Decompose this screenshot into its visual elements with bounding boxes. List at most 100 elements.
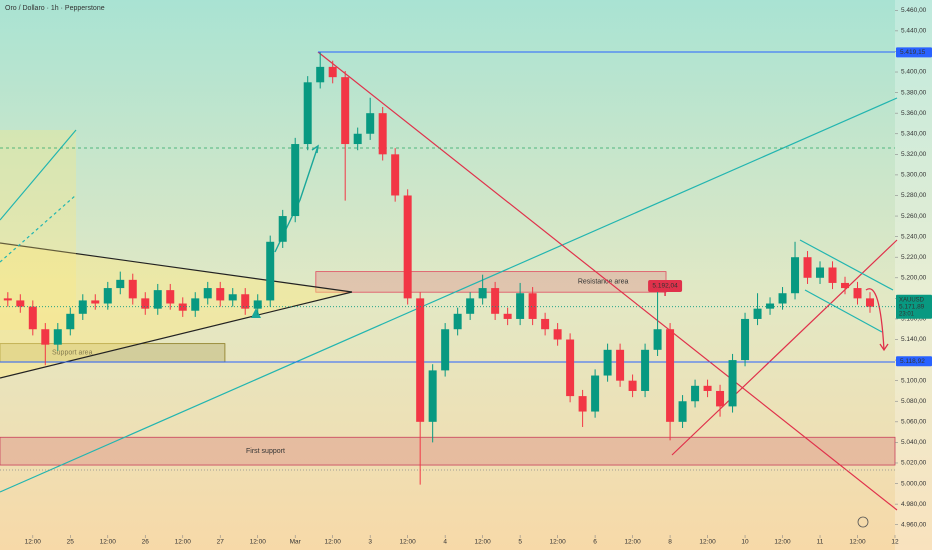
x-tick-label: 12:00 <box>325 539 342 546</box>
price-label-bg <box>896 294 932 319</box>
candle-body <box>253 300 262 309</box>
x-tick-label: 12:00 <box>774 539 791 546</box>
candle-body <box>178 303 187 311</box>
x-tick-label: 26 <box>142 539 150 546</box>
candle-body <box>516 293 525 319</box>
price-label-bg <box>896 47 932 58</box>
price-marker-label: 5.192,04 <box>652 283 678 290</box>
x-tick-label: 12:00 <box>475 539 492 546</box>
candle-body <box>28 306 37 330</box>
price-label: 5.118,92 <box>900 358 925 365</box>
candle-body <box>541 318 550 330</box>
candle-body <box>378 113 387 155</box>
candle-body <box>228 294 237 301</box>
candle-body <box>816 267 825 278</box>
candle-body <box>628 380 637 391</box>
y-tick-label: 5.200,00 <box>901 275 927 282</box>
candles <box>3 52 875 485</box>
trend-line <box>0 97 898 493</box>
candle-body <box>803 257 812 278</box>
zone-label: First support <box>246 448 285 455</box>
arrow <box>865 288 885 351</box>
y-tick-label: 4.960,00 <box>901 521 927 528</box>
channel-fill <box>0 130 76 330</box>
candle-body <box>203 288 212 299</box>
x-tick-label: 12:00 <box>849 539 866 546</box>
candle-body <box>16 300 25 307</box>
symbol-label: XAUUSD <box>899 297 925 303</box>
candle-body <box>716 390 725 407</box>
candle-body <box>116 279 125 289</box>
y-tick-label: 5.140,00 <box>901 336 927 343</box>
y-tick-label: 5.440,00 <box>901 28 927 35</box>
marker-arrow <box>251 308 261 318</box>
candle-body <box>653 329 662 350</box>
candle-body <box>641 349 650 391</box>
chart-title: Oro / Dollaro · 1h · Pepperstone <box>5 5 105 12</box>
candle-body <box>41 329 50 345</box>
candle-body <box>478 288 487 299</box>
candle-body <box>791 257 800 294</box>
candle-body <box>291 144 300 217</box>
candle-body <box>678 401 687 422</box>
y-tick-label: 5.400,00 <box>901 69 927 76</box>
triangle-top <box>0 242 353 293</box>
candle-body <box>91 300 100 304</box>
triangle-fill <box>0 243 352 378</box>
y-tick-label: 5.300,00 <box>901 172 927 179</box>
candle-body <box>153 290 162 309</box>
price-axis-bg <box>895 0 932 550</box>
x-tick-label: 12:00 <box>100 539 117 546</box>
candle-body <box>703 385 712 391</box>
x-tick-label: 12:00 <box>25 539 42 546</box>
trend-line <box>317 51 898 511</box>
x-tick-label: 8 <box>668 539 672 546</box>
x-tick-label: 12:00 <box>699 539 716 546</box>
zone-label: Support area <box>52 350 93 357</box>
candle-body <box>141 298 150 309</box>
x-tick-label: 5 <box>518 539 522 546</box>
candle-body <box>3 298 12 301</box>
candle-body <box>328 66 337 78</box>
candle-body <box>853 288 862 299</box>
candle-body <box>591 375 600 412</box>
y-tick-label: 5.240,00 <box>901 233 927 240</box>
trend-line <box>671 239 898 456</box>
candle-body <box>841 282 850 289</box>
y-tick-label: 4.980,00 <box>901 501 927 508</box>
channel-line <box>0 194 77 263</box>
x-tick-label: 12:00 <box>549 539 566 546</box>
candle-body <box>753 308 762 319</box>
alert-icon <box>857 516 869 528</box>
arrow-head <box>879 343 889 352</box>
y-tick-label: 5.340,00 <box>901 130 927 137</box>
candle-body <box>766 303 775 309</box>
y-tick-label: 5.040,00 <box>901 439 927 446</box>
y-tick-label: 5.460,00 <box>901 7 927 14</box>
x-tick-label: 12 <box>891 539 899 546</box>
x-tick-label: 12:00 <box>175 539 192 546</box>
candle-body <box>316 66 325 83</box>
candle-body <box>428 370 437 422</box>
y-tick-label: 5.160,00 <box>901 316 927 323</box>
candle-body <box>241 294 250 309</box>
candle-body <box>491 288 500 314</box>
candle-body <box>103 288 112 304</box>
price-label: 5.419,15 <box>900 49 926 56</box>
drawings <box>0 51 898 528</box>
zones: Resistance area Support area First support <box>0 271 896 466</box>
x-tick-label: 4 <box>443 539 447 546</box>
candle-body <box>866 298 875 307</box>
y-tick-label: 5.000,00 <box>901 480 927 487</box>
candle-body <box>603 349 612 376</box>
y-tick-label: 5.100,00 <box>901 377 927 384</box>
price-label-bg <box>896 356 932 367</box>
zone <box>0 436 896 466</box>
x-tick-label: 25 <box>67 539 75 546</box>
candle-body <box>391 154 400 196</box>
candle-body <box>416 298 425 422</box>
candle-body <box>128 279 137 299</box>
candle-body <box>666 329 675 422</box>
